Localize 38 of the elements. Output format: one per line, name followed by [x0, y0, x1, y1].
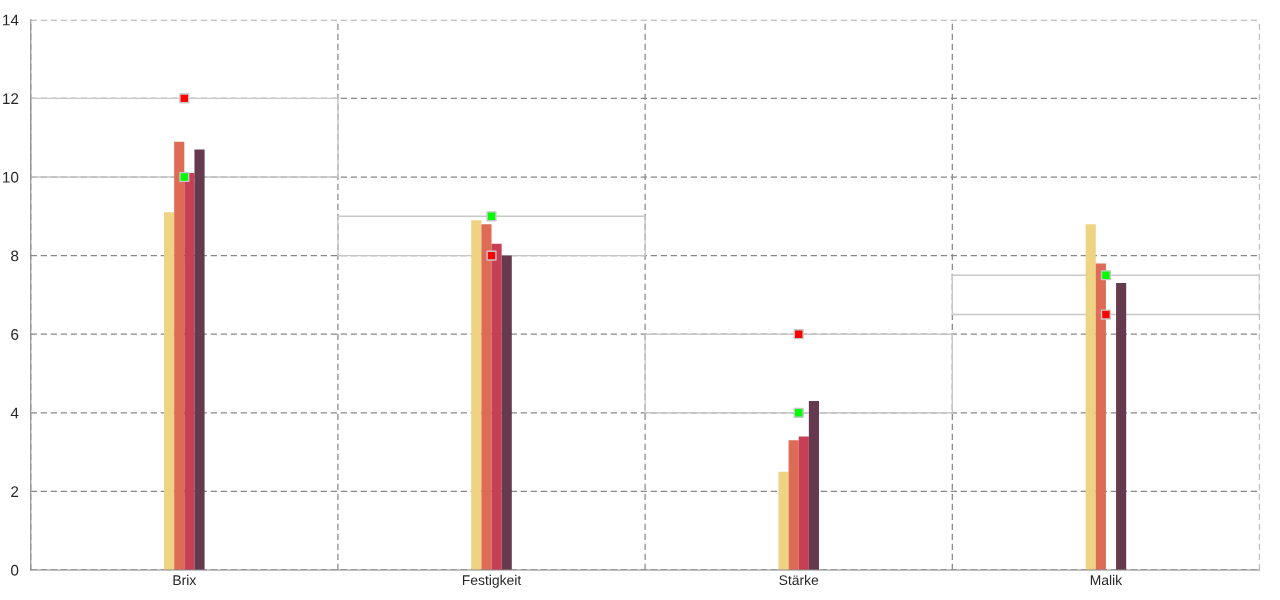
bar: [1116, 283, 1127, 570]
y-tick-label: 14: [3, 14, 19, 26]
bar: [644, 333, 954, 414]
bar: [808, 401, 819, 570]
point: [1100, 309, 1112, 320]
y-tick-label: 6: [11, 329, 19, 340]
y-tick-label: 10: [3, 171, 19, 183]
y-tick-label: 0: [11, 564, 19, 576]
bar: [1085, 224, 1096, 570]
bar: [174, 141, 185, 570]
bar: [798, 436, 809, 570]
bar: [501, 255, 512, 570]
x-tick-label: Festigkeit: [462, 574, 522, 588]
point: [486, 211, 497, 222]
bar: [951, 274, 1260, 316]
point: [793, 407, 804, 418]
point: [179, 93, 190, 104]
point: [793, 329, 804, 340]
bar: [194, 149, 205, 570]
x-tick-label: Brix: [173, 574, 197, 585]
point: [179, 171, 190, 183]
y-tick-label: 2: [11, 486, 19, 497]
x-tick-label: Malik: [1090, 574, 1123, 586]
bar: [481, 224, 492, 570]
x-tick-label: Stärke: [779, 574, 819, 586]
y-tick-label: 8: [11, 250, 19, 262]
y-tick-label: 4: [10, 407, 19, 419]
bar: [778, 471, 789, 570]
bar: [164, 212, 175, 570]
y-tick-label: 12: [3, 93, 19, 104]
bar: [184, 173, 195, 570]
bar: [1095, 263, 1106, 570]
bar: [491, 243, 502, 570]
bar: [337, 215, 646, 257]
bar: [471, 220, 482, 570]
point: [486, 250, 497, 261]
bar: [788, 440, 799, 570]
point: [1100, 270, 1112, 281]
